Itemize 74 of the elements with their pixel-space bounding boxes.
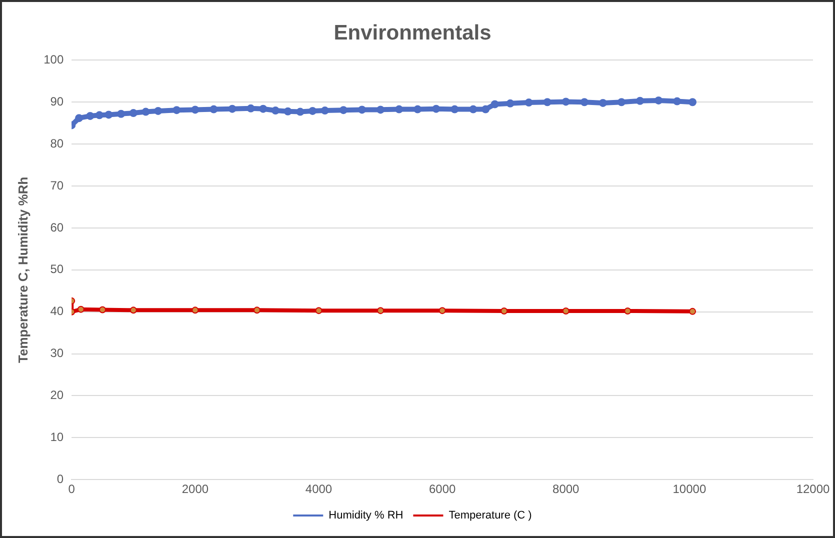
x-tick-label: 6000 <box>428 482 456 496</box>
y-tick-label: 60 <box>50 220 64 234</box>
point <box>562 308 570 314</box>
point <box>130 306 137 314</box>
point <box>617 98 626 106</box>
chart-title: Environmentals <box>334 21 492 44</box>
point <box>562 98 570 106</box>
point <box>284 107 292 116</box>
point <box>339 106 348 114</box>
x-tick-label: 10000 <box>672 482 706 496</box>
point <box>308 106 317 115</box>
point <box>296 108 304 116</box>
x-tick-label: 4000 <box>305 482 332 496</box>
x-tick-label: 2000 <box>182 482 209 496</box>
point <box>210 105 218 114</box>
point <box>598 98 607 107</box>
point <box>438 307 446 314</box>
y-tick-label: 10 <box>50 430 64 444</box>
x-tick-label: 12000 <box>796 482 830 496</box>
y-tick-label: 30 <box>50 346 64 360</box>
legend-label: Temperature (C ) <box>448 510 532 522</box>
point <box>376 106 385 114</box>
point <box>320 106 329 115</box>
point <box>469 105 478 114</box>
y-tick-label: 50 <box>50 262 64 276</box>
point <box>272 106 280 115</box>
point <box>142 108 150 116</box>
point <box>580 98 588 106</box>
point <box>77 306 84 313</box>
legend-label: Humidity % RH <box>328 510 404 522</box>
y-tick-label: 40 <box>50 304 64 318</box>
point <box>377 307 384 314</box>
point <box>95 111 104 120</box>
y-tick-label: 70 <box>50 178 64 192</box>
point <box>172 106 181 114</box>
point <box>395 105 404 114</box>
point <box>75 114 84 122</box>
y-axis-title: Temperature C, Humidity %Rh <box>15 176 30 363</box>
point <box>624 308 632 314</box>
y-tick-label: 100 <box>44 52 64 67</box>
x-tick-label: 0 <box>68 482 76 496</box>
point <box>506 99 514 108</box>
point <box>228 104 236 113</box>
y-tick-label: 80 <box>50 136 64 150</box>
point <box>86 112 94 120</box>
point <box>414 105 422 114</box>
point <box>450 105 459 114</box>
x-tick-label: 8000 <box>552 482 580 496</box>
point <box>259 104 268 113</box>
point <box>673 97 682 106</box>
point <box>154 106 162 115</box>
point <box>117 110 126 118</box>
point <box>246 104 255 112</box>
point <box>688 98 697 106</box>
point <box>482 105 490 114</box>
point <box>358 106 366 114</box>
y-tick-label: 20 <box>50 388 64 402</box>
point <box>689 308 696 315</box>
point <box>524 98 533 107</box>
point <box>104 110 113 119</box>
y-tick-label: 90 <box>50 94 64 108</box>
point <box>432 104 440 113</box>
point <box>500 308 508 314</box>
point <box>99 306 106 314</box>
point <box>543 98 552 106</box>
point <box>253 306 260 314</box>
point <box>191 106 200 114</box>
point <box>490 100 499 108</box>
y-tick-label: 0 <box>56 472 64 486</box>
point <box>192 306 199 314</box>
point <box>636 96 644 105</box>
point <box>129 109 138 118</box>
point <box>315 307 322 314</box>
point <box>654 96 663 104</box>
